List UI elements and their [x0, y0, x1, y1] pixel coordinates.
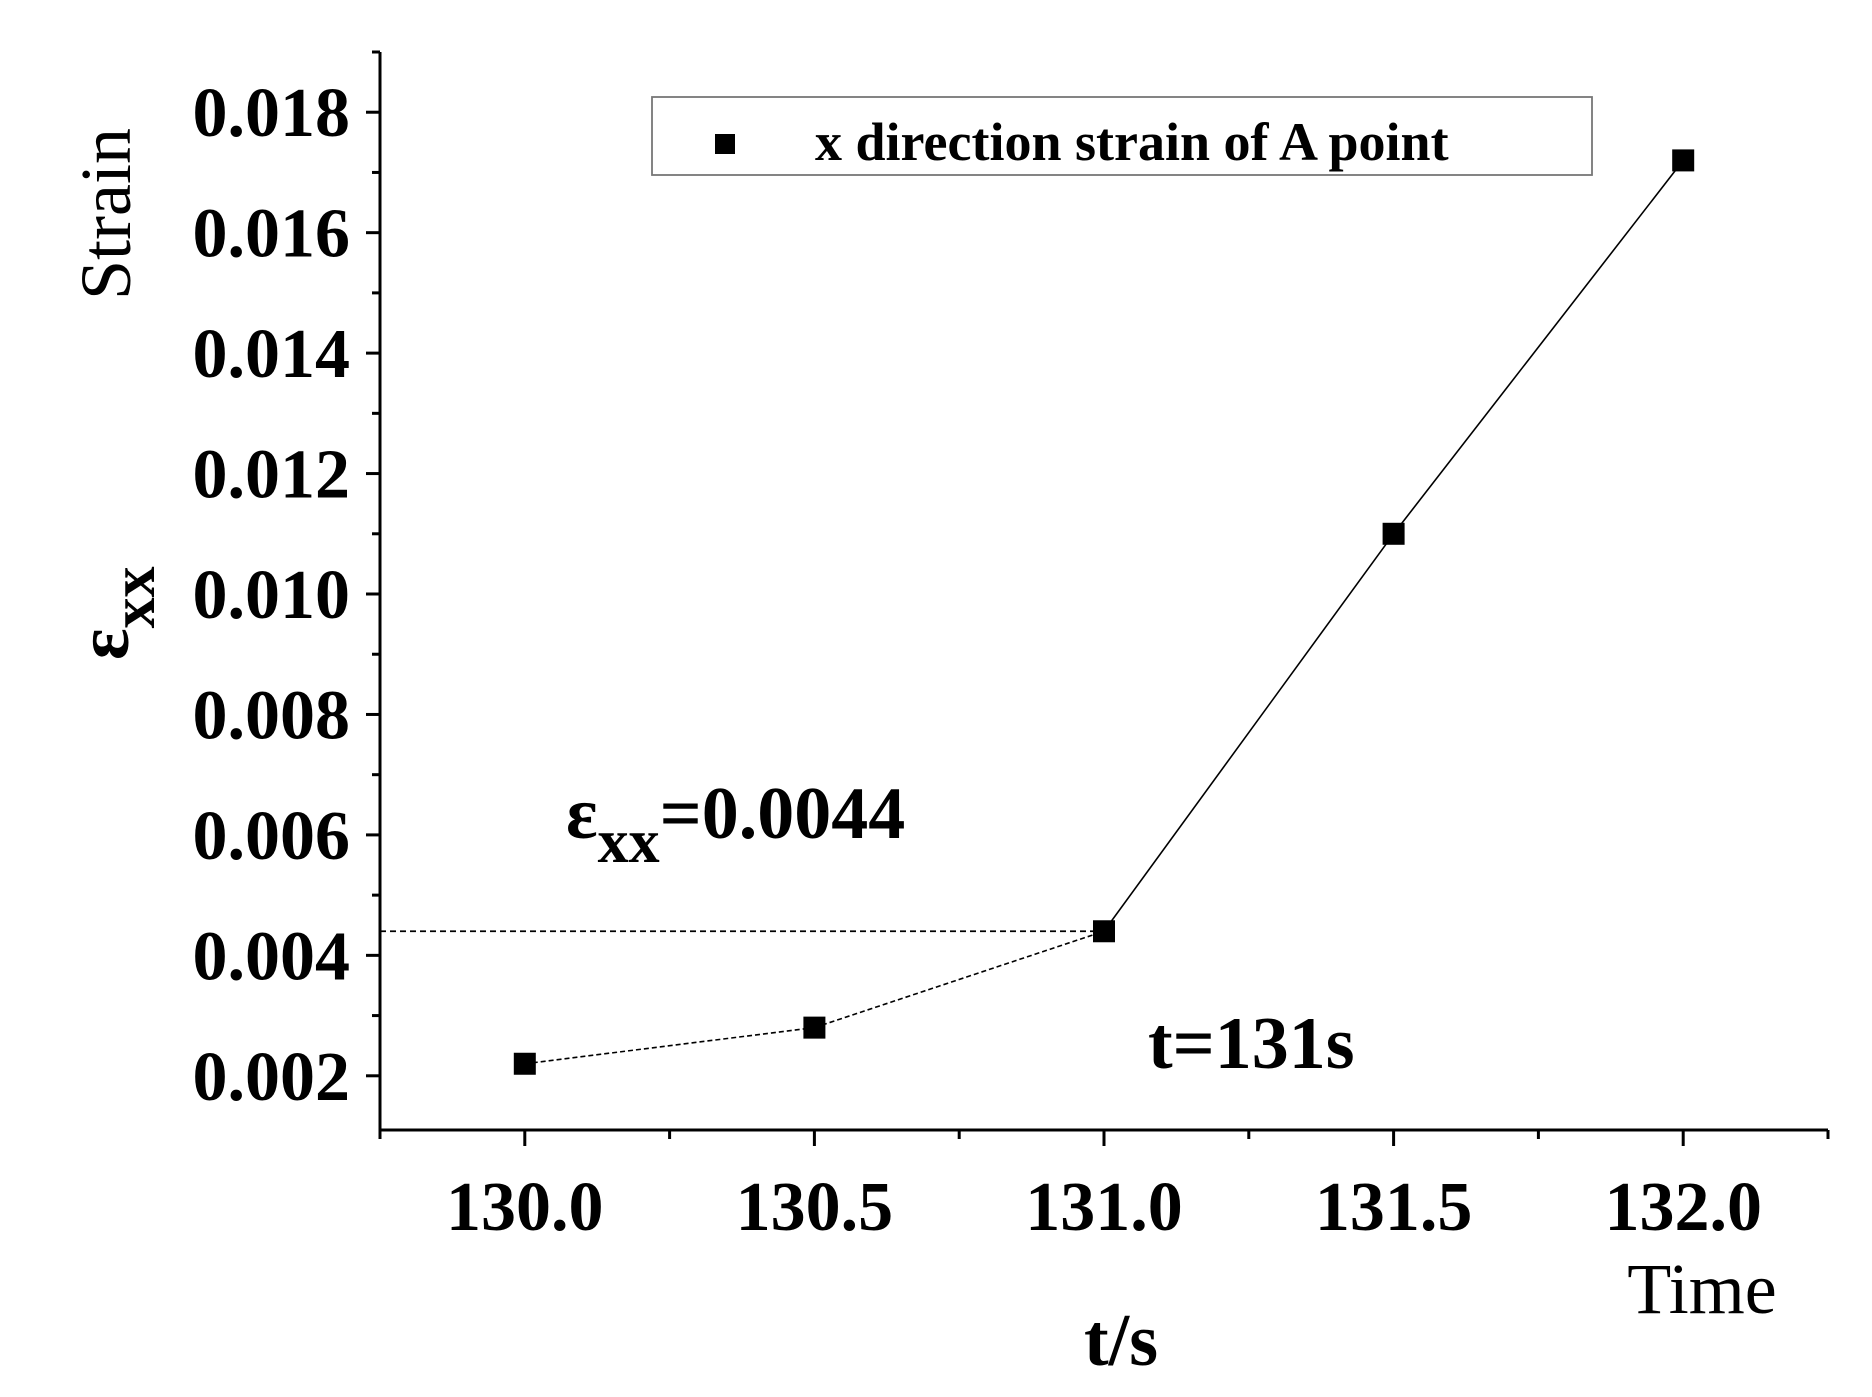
y-tick-label: 0.006: [193, 798, 351, 875]
data-point: [1093, 920, 1115, 943]
strain-value-symbol: ε: [566, 773, 598, 855]
strain-value-subscript: xx: [598, 808, 660, 876]
svg-text:εxx: εxx: [63, 566, 168, 660]
y-axis-secondary-label: Strain: [66, 128, 146, 300]
y-axis-label-symbol: ε: [63, 628, 145, 660]
data-point: [803, 1016, 826, 1039]
y-tick-label: 0.008: [193, 677, 351, 754]
x-tick-label: 132.0: [1604, 1169, 1762, 1246]
x-axis-ticks: 130.0 130.5 131.0 131.5 132.0: [378, 1130, 1830, 1246]
y-tick-label: 0.018: [193, 75, 351, 152]
y-tick-label: 0.016: [193, 196, 351, 273]
time-annotation: t=131s: [1148, 1003, 1355, 1085]
y-axis-label: εxx: [63, 566, 168, 660]
y-tick-label: 0.014: [193, 316, 351, 393]
series-segment: [1392, 159, 1684, 535]
data-point: [513, 1052, 536, 1075]
series-strain: [513, 149, 1695, 1075]
y-axis-label-subscript: xx: [100, 566, 168, 628]
legend-marker: [715, 134, 735, 154]
legend: x direction strain of A point: [651, 96, 1593, 176]
series-segment: [814, 930, 1105, 1029]
data-point: [1382, 522, 1405, 545]
x-tick-label: 130.0: [446, 1169, 604, 1246]
x-axis-label: t/s: [1084, 1300, 1158, 1382]
x-tick-label: 130.5: [736, 1169, 894, 1246]
data-point: [1672, 149, 1695, 172]
series-segment: [1103, 533, 1395, 932]
legend-box: [651, 96, 1593, 176]
y-tick-label: 0.004: [193, 918, 351, 995]
y-tick-label: 0.010: [193, 557, 351, 634]
legend-entry: x direction strain of A point: [815, 112, 1449, 172]
x-axis-secondary-label: Time: [1627, 1249, 1776, 1329]
strain-value-annotation: εxx=0.0044: [566, 773, 905, 876]
x-tick-label: 131.0: [1025, 1169, 1183, 1246]
strain-value-text: =0.0044: [660, 773, 906, 855]
y-tick-label: 0.012: [193, 437, 351, 514]
y-axis-ticks: 0.002 0.004 0.006 0.008 0.010 0.012 0.014 0.016…: [193, 50, 380, 1116]
series-segment: [524, 1026, 815, 1065]
x-tick-label: 131.5: [1315, 1169, 1473, 1246]
y-tick-label: 0.002: [193, 1039, 351, 1116]
